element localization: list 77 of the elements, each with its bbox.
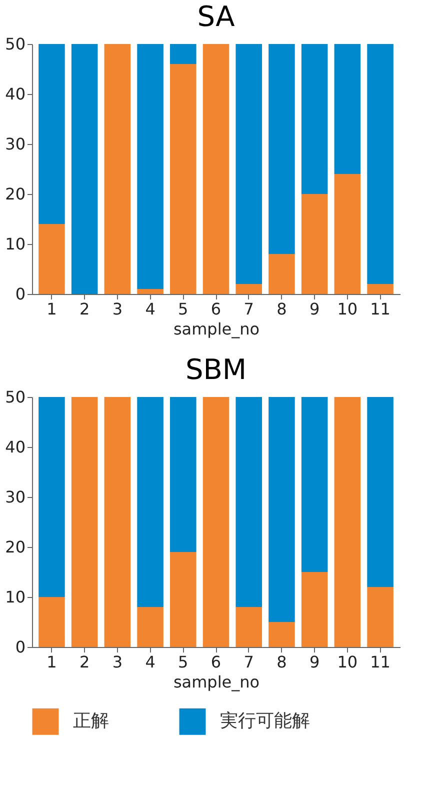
x-tick-label: 10 [337,652,358,672]
bar [268,254,295,294]
bar [38,597,65,647]
x-tick-label: 4 [145,652,156,672]
y-tick-label: 20 [5,538,26,556]
bar [367,397,394,587]
x-tick-label: 7 [244,652,254,672]
bar [367,587,394,647]
bar [301,572,328,647]
x-tick-label: 11 [370,652,390,672]
bar [38,397,65,597]
bar [236,284,262,294]
bar [202,44,230,294]
y-tick-label: 10 [5,588,26,606]
bar [38,224,65,294]
y-tick-label: 50 [5,34,26,54]
x-axis-title: sample_no [173,320,260,338]
bar [236,397,262,607]
legend-label: 正解 [73,710,109,732]
bar [170,552,196,647]
bar [104,44,131,294]
x-tick-label: 1 [46,652,57,672]
y-tick-label: 30 [5,134,26,154]
legend-label: 実行可能解 [220,710,310,732]
bar [301,44,328,194]
y-tick-label: 40 [5,84,26,104]
x-tick-label: 8 [276,652,287,672]
chart-title: SBM [185,353,247,386]
bar [301,194,328,294]
x-tick-label: 1 [46,300,57,318]
bar [170,44,196,64]
x-tick-label: 5 [178,300,188,318]
bar [367,44,394,284]
bar [71,397,98,647]
x-tick-label: 3 [112,652,123,672]
bar [170,64,196,294]
bar [104,397,131,647]
x-tick-label: 7 [244,300,254,318]
bar [236,607,262,647]
bar [137,607,164,647]
x-tick-label: 6 [210,652,222,672]
bar [71,44,98,294]
chart-title: SA [197,0,235,33]
bar [334,174,361,294]
bar [137,289,164,294]
bar [202,397,230,647]
x-tick-label: 5 [178,652,188,672]
y-tick-label: 0 [15,284,26,304]
x-tick-label: 11 [370,300,390,318]
y-tick-label: 0 [15,638,26,656]
x-tick-label: 8 [276,300,287,318]
x-tick-label: 6 [210,300,222,318]
x-tick-label: 9 [309,300,320,318]
x-tick-label: 2 [79,300,90,318]
y-tick-label: 30 [5,488,26,506]
bar [236,44,262,284]
y-tick-label: 10 [5,234,26,254]
bar [334,397,361,647]
bar [137,44,164,289]
bar [268,397,295,622]
x-tick-label: 9 [309,652,320,672]
y-tick-label: 40 [5,438,26,456]
bar [334,44,361,174]
bar [170,397,196,552]
y-tick-label: 20 [5,184,26,204]
x-tick-label: 10 [337,300,358,318]
x-tick-label: 4 [145,300,156,318]
bar [38,44,65,224]
bar [301,397,328,572]
x-axis-title: sample_no [173,672,260,692]
bar [268,44,295,254]
bar [137,397,164,607]
x-tick-label: 2 [79,652,90,672]
bar [268,622,295,647]
bar [367,284,394,294]
x-tick-label: 3 [112,300,123,318]
y-tick-label: 50 [5,388,26,406]
